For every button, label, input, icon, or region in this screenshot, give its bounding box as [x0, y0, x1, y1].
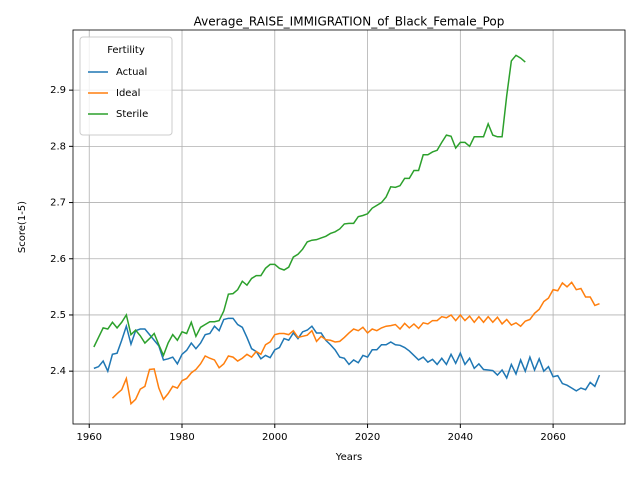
legend-label: Ideal [116, 88, 140, 99]
line [111, 281, 600, 406]
x-tick-label: 2040 [448, 432, 473, 443]
legend-label: Actual [116, 67, 147, 78]
line [93, 317, 601, 392]
plot-frame [72, 29, 626, 425]
x-tick-label: 2000 [262, 432, 287, 443]
legend-title: Fertility [107, 45, 145, 56]
legend-label: Sterile [116, 109, 148, 120]
x-tick-label: 1960 [77, 432, 102, 443]
y-tick-label: 2.7 [50, 198, 66, 209]
y-tick-label: 2.8 [50, 141, 66, 152]
y-tick-label: 2.9 [50, 85, 66, 96]
y-tick-label: 2.4 [50, 366, 66, 377]
y-tick-label: 2.5 [50, 310, 66, 321]
legend-box [79, 36, 173, 136]
x-tick-label: 2020 [355, 432, 380, 443]
y-axis-label: Score(1-5) [17, 201, 28, 253]
y-tick-label: 2.6 [50, 254, 66, 265]
line [93, 54, 526, 358]
x-tick-label: 1980 [169, 432, 194, 443]
x-axis-label: Years [335, 452, 362, 463]
x-tick-label: 2060 [540, 432, 565, 443]
chart-title: Average_RAISE_IMMIGRATION_of_Black_Femal… [194, 15, 505, 29]
